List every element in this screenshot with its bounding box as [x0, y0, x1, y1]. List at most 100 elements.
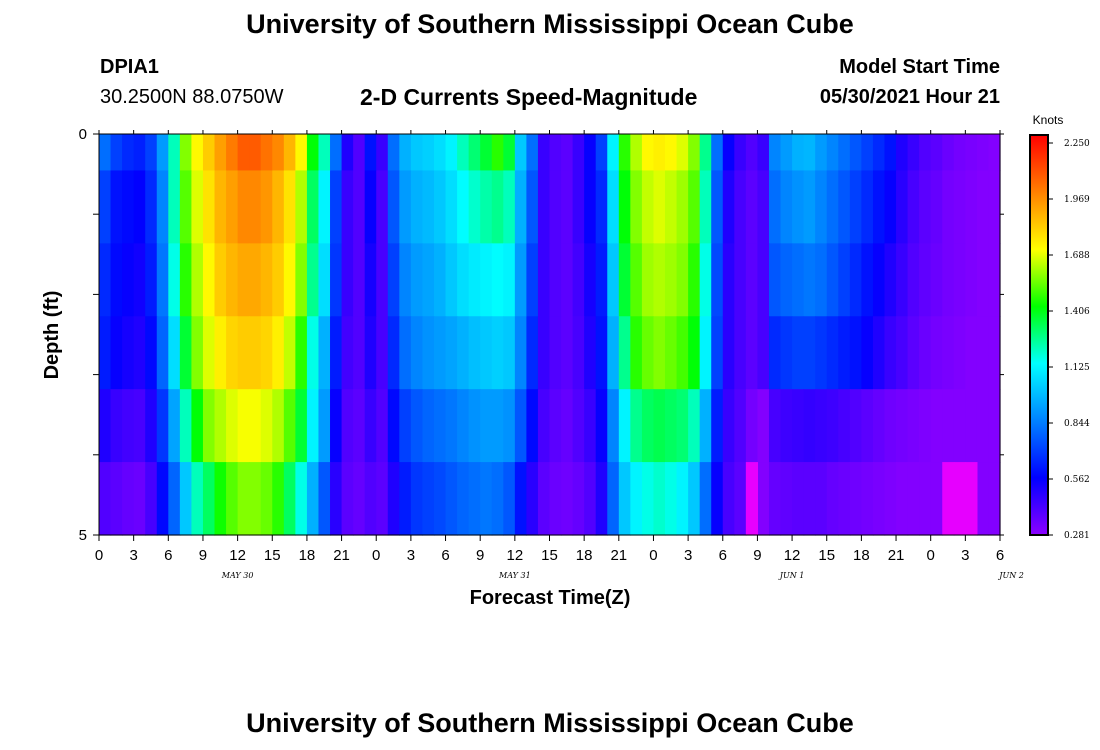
heatmap-cell [433, 389, 447, 463]
heatmap-cell [295, 462, 308, 536]
heatmap-cell [133, 134, 146, 172]
heatmap-cell [618, 462, 631, 536]
heatmap-cell [884, 243, 897, 317]
heatmap-cell [468, 243, 481, 317]
heatmap-cell [734, 462, 747, 536]
heatmap-cell [399, 243, 412, 317]
heatmap-cell [711, 462, 724, 536]
heatmap-cell [549, 243, 562, 317]
heatmap-cell [595, 243, 608, 317]
heatmap-cell [942, 134, 955, 172]
heatmap-cell [237, 389, 250, 463]
heatmap-cell [988, 462, 1001, 536]
heatmap-cell [214, 243, 227, 317]
heatmap-cell [815, 316, 828, 390]
heatmap-cell [156, 134, 169, 172]
heatmap-cell [711, 134, 724, 172]
x-tick-label: 0 [927, 547, 935, 564]
heatmap-cell [665, 243, 678, 317]
heatmap-cell [537, 462, 551, 536]
heatmap-cell [283, 462, 296, 536]
heatmap-cell [919, 243, 932, 317]
x-tick-label: 0 [649, 547, 657, 564]
heatmap-cell [202, 134, 216, 172]
heatmap-cell [295, 243, 308, 317]
heatmap-cell [191, 134, 204, 172]
heatmap-cell [561, 316, 574, 390]
heatmap-cell [260, 389, 273, 463]
heatmap-cell [99, 462, 112, 536]
heatmap-cell [353, 389, 366, 463]
heatmap-cell [745, 316, 759, 390]
heatmap-cell [884, 134, 897, 172]
heatmap-cell [618, 170, 631, 244]
heatmap-cell [445, 170, 458, 244]
heatmap-cell [399, 316, 412, 390]
heatmap-cell [595, 170, 608, 244]
heatmap-cell [688, 316, 701, 390]
heatmap-cell [919, 170, 932, 244]
heatmap-cell [572, 170, 585, 244]
heatmap-cell [110, 389, 123, 463]
heatmap-cell [780, 389, 793, 463]
heatmap-cell [191, 389, 204, 463]
heatmap-cell [595, 316, 608, 390]
heatmap-cell [641, 134, 655, 172]
heatmap-cell [306, 243, 320, 317]
heatmap-cell [433, 462, 447, 536]
heatmap-cell [376, 243, 389, 317]
heatmap-cell [907, 462, 920, 536]
heatmap-cell [122, 389, 135, 463]
x-tick-label: 21 [888, 547, 905, 564]
heatmap-cell [907, 389, 920, 463]
heatmap-cell [919, 316, 932, 390]
colorbar-tick-label: 2.250 [1064, 139, 1090, 149]
model-start-value: 05/30/2021 Hour 21 [819, 86, 1000, 108]
heatmap-cell [676, 462, 689, 536]
heatmap-cell [445, 389, 458, 463]
heatmap-cell [872, 170, 886, 244]
date-labels: MAY 30 MAY 31 JUN 1 JUN 2 [221, 571, 1024, 580]
heatmap-cell [457, 243, 470, 317]
x-tick-label: 3 [684, 547, 692, 564]
heatmap-cell [445, 134, 458, 172]
heatmap-cell [815, 462, 828, 536]
heatmap-highlight-cell [965, 462, 978, 535]
heatmap-cell [341, 389, 354, 463]
heatmap-cell [665, 134, 678, 172]
heatmap-cell [711, 316, 724, 390]
heatmap-cell [537, 243, 551, 317]
heatmap-cell [699, 462, 712, 536]
heatmap-cell [757, 170, 770, 244]
heatmap-cell [792, 389, 805, 463]
heatmap-cell [641, 170, 655, 244]
x-tick-label: 9 [476, 547, 484, 564]
heatmap-cell [99, 389, 112, 463]
heatmap-cell [595, 389, 608, 463]
heatmap-cell [272, 389, 285, 463]
heatmap-cell [387, 170, 400, 244]
heatmap-cell [549, 389, 562, 463]
heatmap-cell [942, 243, 955, 317]
heatmap-cell [364, 462, 377, 536]
heatmap-cell [422, 134, 435, 172]
heatmap-cell [942, 389, 955, 463]
heatmap-cell [838, 316, 851, 390]
heatmap-cell [295, 170, 308, 244]
heatmap-cell [838, 462, 851, 536]
heatmap-cell [387, 389, 400, 463]
heatmap-cell [353, 243, 366, 317]
heatmap-cell [422, 243, 435, 317]
heatmap-cell [214, 462, 227, 536]
heatmap-cell [722, 316, 735, 390]
heatmap-cell [468, 170, 481, 244]
heatmap-cell [884, 316, 897, 390]
x-axis-ticks: 0 3 6 9 12 15 18 21 0 3 6 9 12 15 18 21 0 3 6 9 12 15 18 21 0 3 6 [95, 130, 1004, 564]
heatmap-cell [803, 316, 816, 390]
heatmap-cell [907, 170, 920, 244]
heatmap-cell [792, 243, 805, 317]
heatmap-cell [364, 243, 377, 317]
heatmap-cell [618, 243, 631, 317]
heatmap-cell [584, 134, 597, 172]
